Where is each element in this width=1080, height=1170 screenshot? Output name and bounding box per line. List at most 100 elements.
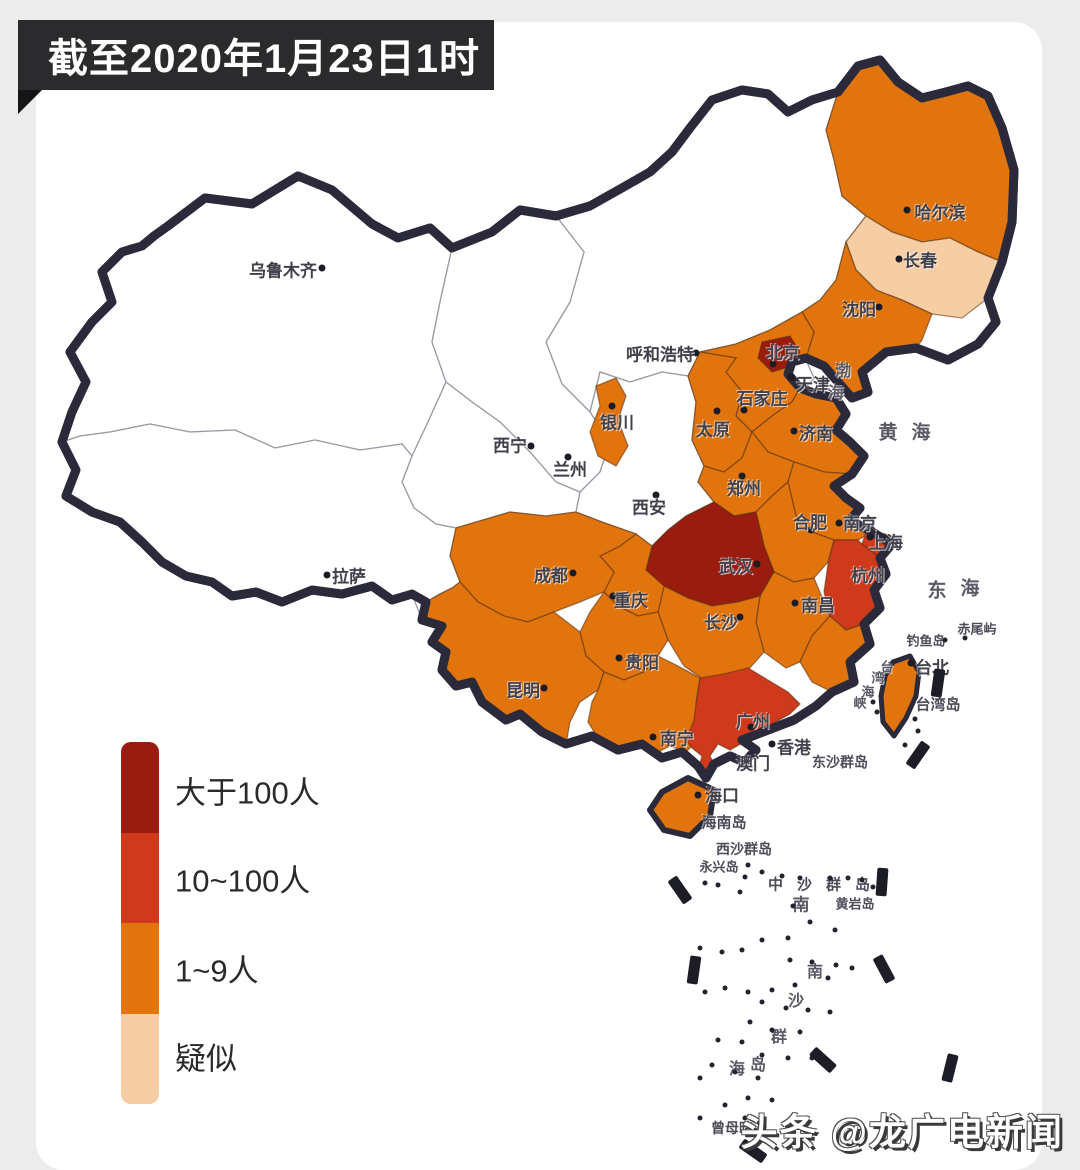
sea-label: 海 <box>729 1055 745 1079</box>
island-dot <box>697 1075 703 1081</box>
sea-label: 台 <box>880 659 894 675</box>
city-label: 西宁 <box>493 436 527 456</box>
city-label: 兰州 <box>553 460 587 480</box>
city-dot <box>318 264 326 272</box>
island-label: 钓鱼岛 <box>906 633 946 649</box>
nine-dash-segment <box>872 954 896 984</box>
island-label: 永兴岛 <box>699 859 739 875</box>
island-dot <box>870 884 876 890</box>
page-title: 截至2020年1月23日1时 <box>48 37 480 81</box>
island-dot <box>745 989 751 995</box>
island-dot <box>732 1069 738 1075</box>
city-dot <box>694 791 702 799</box>
sea-label: 海 <box>960 578 980 600</box>
island-label: 中沙群岛 <box>767 876 885 894</box>
city-dot <box>807 526 815 534</box>
island-dot <box>759 999 765 1005</box>
city-dot <box>903 206 911 214</box>
city-dot <box>569 569 577 577</box>
city-label: 呼和浩特 <box>626 345 694 365</box>
city-dot <box>649 733 657 741</box>
island-dot <box>769 1097 775 1103</box>
legend-label-suspect: 疑似 <box>175 1041 237 1077</box>
legend: 大于100人 10~100人 1~9人 疑似 <box>121 742 320 1104</box>
city-label: 银川 <box>600 413 634 433</box>
sea-label: 群 <box>770 1029 788 1046</box>
island-dot <box>742 1115 748 1121</box>
province-hunan <box>657 585 765 683</box>
city-label: 南宁 <box>660 729 694 749</box>
sea-label: 湾 <box>871 670 885 686</box>
city-label: 北京 <box>766 343 800 363</box>
city-label: 成都 <box>534 566 568 586</box>
city-dot <box>769 360 777 368</box>
island-dot <box>759 869 765 875</box>
city-dot <box>753 560 761 568</box>
city-dot <box>747 723 755 731</box>
city-label: 长春 <box>903 251 937 271</box>
city-dot <box>713 407 721 415</box>
city-dot <box>787 373 795 381</box>
island-dot <box>737 889 743 895</box>
island-dot <box>832 927 838 933</box>
island-dot <box>827 875 833 881</box>
city-dot <box>866 533 874 541</box>
island-dot <box>785 1055 791 1061</box>
nine-dash-segment <box>905 740 931 770</box>
island-label: 海南岛 <box>701 814 747 832</box>
legend-label-10to100: 10~100人 <box>175 863 311 899</box>
nine-dash-segment <box>875 867 889 897</box>
island-dot <box>739 1039 745 1045</box>
island-dot <box>747 1019 753 1025</box>
city-dot <box>608 402 616 410</box>
island-dot <box>827 1009 833 1015</box>
island-dot <box>785 935 791 941</box>
city-label: 澳门 <box>736 754 770 774</box>
island-dot <box>745 862 751 868</box>
legend-swatch-gt100 <box>121 742 159 833</box>
sea-label: 东 <box>927 580 947 602</box>
city-label: 乌鲁木齐 <box>249 261 317 281</box>
island-dot <box>783 1005 789 1011</box>
national-border <box>57 55 1019 783</box>
island-dot <box>769 1027 775 1033</box>
island-dot <box>874 709 880 715</box>
island-label: 东沙群岛 <box>812 754 868 770</box>
island-dot <box>805 1007 811 1013</box>
island-dot <box>759 937 765 943</box>
sea-label: 海 <box>911 422 931 444</box>
island-dot <box>697 945 703 951</box>
island-dot <box>902 742 908 748</box>
island-dot <box>742 874 748 880</box>
sea-label: 岛 <box>749 1057 767 1074</box>
island-dot <box>755 1075 761 1081</box>
city-dot <box>768 740 776 748</box>
island-dot <box>870 699 876 705</box>
city-label: 昆明 <box>506 681 540 701</box>
nine-dash-segment <box>667 875 693 905</box>
city-label: 西安 <box>632 498 666 518</box>
city-dot <box>540 684 548 692</box>
sea-label: 海 <box>861 684 875 700</box>
city-dot <box>738 472 746 480</box>
city-label: 上海 <box>869 533 903 553</box>
island-dot <box>809 959 815 965</box>
island-dot <box>702 989 708 995</box>
city-label: 武汉 <box>719 557 753 577</box>
city-dot <box>323 571 331 579</box>
city-label: 香港 <box>777 738 811 758</box>
sea-label: 南 <box>792 895 810 915</box>
legend-color-bar <box>121 742 159 1104</box>
island-label: 赤尾屿 <box>957 621 997 637</box>
city-label: 贵阳 <box>625 653 659 673</box>
sea-label: 海 <box>827 385 845 402</box>
city-dot <box>527 442 535 450</box>
city-dot <box>835 519 843 527</box>
city-dot <box>740 406 748 414</box>
city-label: 太原 <box>696 420 730 440</box>
title-banner: 截至2020年1月23日1时 <box>18 20 494 90</box>
city-label: 哈尔滨 <box>914 203 966 223</box>
island-dot <box>787 957 793 963</box>
island-dot <box>845 875 851 881</box>
island-dot <box>722 985 728 991</box>
